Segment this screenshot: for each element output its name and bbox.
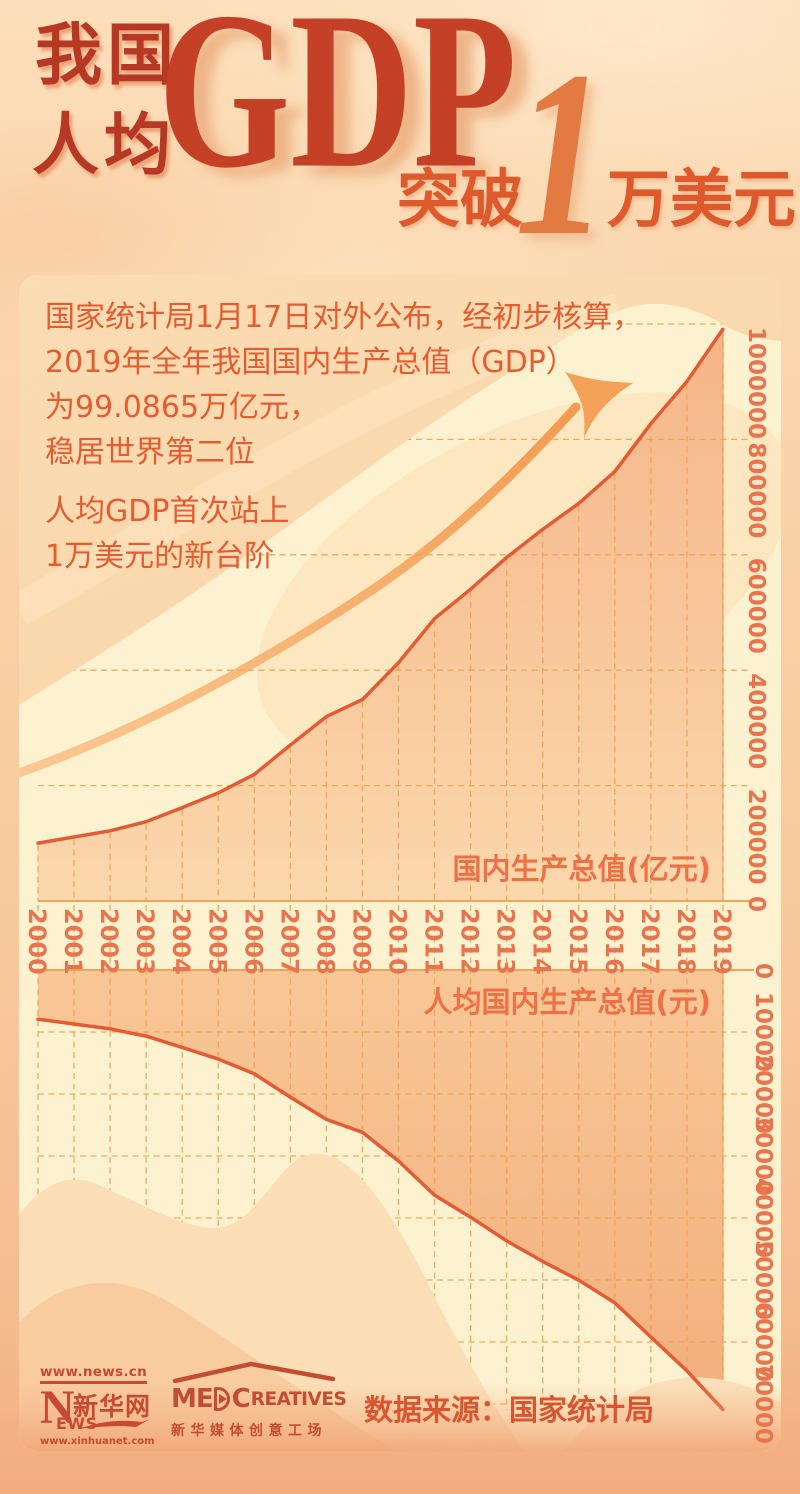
mc-reatives-letters: REATIVES xyxy=(250,1388,347,1410)
gdp-y-tick-label: 400000 xyxy=(743,673,769,769)
intro-line: 稳居世界第二位 xyxy=(45,435,255,470)
x-tick-label: 2019 xyxy=(708,908,736,975)
per-capita-chart-caption: 人均国内生产总值(元) xyxy=(423,985,711,1019)
x-tick-label: 2012 xyxy=(456,908,484,975)
x-tick-label: 2002 xyxy=(95,908,123,975)
x-tick-label: 2001 xyxy=(59,908,87,975)
title-wanmeiyuan: 万美元 xyxy=(607,163,796,236)
x-tick-label: 2018 xyxy=(672,908,700,975)
play-button-d-icon xyxy=(213,1387,230,1411)
gdp-y-tick-label: 1000000 xyxy=(743,327,769,439)
x-tick-label: 2007 xyxy=(275,908,303,975)
play-icon xyxy=(218,1394,227,1404)
gdp-chart-caption: 国内生产总值(亿元) xyxy=(452,852,711,886)
per-capita-y-tick-label: 0 xyxy=(750,963,776,979)
x-tick-label: 2003 xyxy=(131,908,159,975)
xinhua-swoosh-icon xyxy=(78,1419,150,1429)
intro-line: 国家统计局1月17日对外公布，经初步核算， xyxy=(45,300,643,335)
x-tick-label: 2013 xyxy=(492,908,520,975)
x-tick-label: 2017 xyxy=(636,908,664,975)
x-tick-label: 2016 xyxy=(600,908,628,975)
xinhuanet-logo-row: N 新华网 EWS xyxy=(40,1384,158,1434)
infographic-card: 2000 2001 2002 2003 2004 2005 2006 2007 2008 2009… xyxy=(19,275,781,1451)
data-source-label: 数据来源：国家统计局 xyxy=(364,1393,655,1427)
x-tick-label: 2004 xyxy=(167,908,195,975)
x-tick-label: 2000 xyxy=(23,908,51,975)
title-prefix-line2: 人均 xyxy=(32,106,176,184)
roof-icon xyxy=(172,1361,336,1383)
xinhuanet-url: www.xinhuanet.com xyxy=(40,1436,155,1447)
intro-text-block: 国家统计局1月17日对外公布，经初步核算， 2019年全年我国国内生产总值（GD… xyxy=(45,295,705,579)
intro-line: 人均GDP首次站上 xyxy=(45,494,290,529)
gdp-y-tick-label: 800000 xyxy=(743,442,769,538)
x-tick-label: 2008 xyxy=(311,908,339,975)
x-tick-label: 2011 xyxy=(420,908,448,975)
gdp-y-tick-label: 200000 xyxy=(743,789,769,885)
gdp-y-tick-label: 600000 xyxy=(743,558,769,654)
x-tick-label: 2015 xyxy=(564,908,592,975)
mc-c-letter: C xyxy=(231,1384,251,1414)
title-tupo: 突破 xyxy=(397,163,523,236)
mc-me-letters: ME xyxy=(171,1384,214,1414)
intro-line: 1万美元的新台阶 xyxy=(45,539,275,574)
x-tick-label: 2014 xyxy=(528,908,556,975)
x-tick-label: 2010 xyxy=(384,908,412,975)
intro-line: 为99.0865万亿元， xyxy=(45,390,320,425)
media-creatives-logo: ME C REATIVES 新华媒体创意工场 xyxy=(171,1361,347,1440)
gdp-y-tick-label: 0 xyxy=(743,896,769,912)
intro-line: 2019年全年我国国内生产总值（GDP） xyxy=(45,345,576,380)
x-tick-label: 2009 xyxy=(347,908,375,975)
title-block: 我国 人均 GDP 突破 1 万美元 xyxy=(0,0,800,275)
x-tick-label: 2006 xyxy=(239,908,267,975)
media-creatives-wordmark: ME C REATIVES xyxy=(171,1384,347,1414)
media-creatives-cn: 新华媒体创意工场 xyxy=(171,1423,327,1439)
title-big-one: 1 xyxy=(515,23,608,286)
x-tick-label: 2005 xyxy=(203,908,231,975)
xinhuanet-logo: www.news.cn N 新华网 EWS www.xinhuanet.com xyxy=(40,1361,158,1447)
per-capita-y-tick-label: 70000 xyxy=(750,1364,776,1444)
